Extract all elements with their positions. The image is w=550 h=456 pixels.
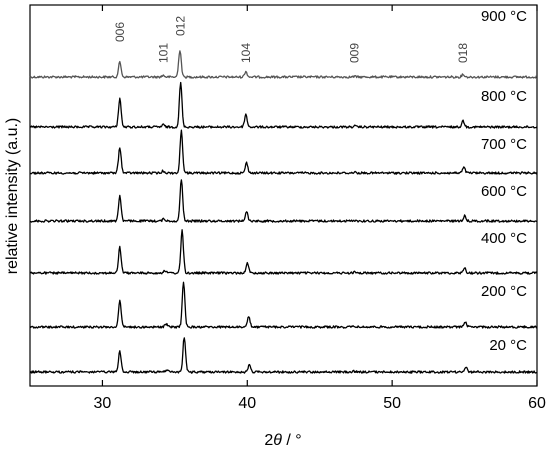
temperature-label: 200 °C — [481, 283, 527, 300]
y-axis-title: relative intensity (a.u.) — [4, 118, 21, 275]
series-trace-400c — [29, 229, 538, 275]
peak-label: 006 — [113, 22, 127, 42]
temperature-label: 800 °C — [481, 88, 527, 105]
traces-layer — [29, 50, 538, 374]
temperature-label: 20 °C — [489, 337, 527, 354]
x-axis-title: 2θ / ° — [264, 432, 301, 449]
series-trace-700c — [29, 129, 538, 175]
peak-label: 104 — [239, 43, 253, 63]
peak-labels-layer: 006 101 012 104 009 018 — [113, 16, 470, 63]
peak-label: 101 — [156, 43, 170, 63]
series-trace-600c — [29, 179, 538, 223]
temperature-label: 600 °C — [481, 183, 527, 200]
series-trace-900c — [29, 50, 537, 79]
series-trace-200c — [29, 281, 538, 329]
peak-label: 009 — [347, 43, 361, 63]
temperature-label: 900 °C — [481, 8, 527, 25]
x-tick-label: 50 — [383, 395, 401, 412]
plot-frame — [29, 4, 538, 387]
temperature-labels-layer: 900 °C 800 °C 700 °C 600 °C 400 °C 200 °C 20 °… — [481, 8, 527, 354]
peak-label: 018 — [456, 43, 470, 63]
x-tick-label: 60 — [528, 395, 546, 412]
x-ticks-layer: 30 40 50 60 — [94, 5, 546, 412]
x-tick-label: 30 — [94, 395, 112, 412]
series-trace-20c — [29, 337, 538, 374]
temperature-label: 400 °C — [481, 230, 527, 247]
x-tick-label: 40 — [238, 395, 256, 412]
temperature-label: 700 °C — [481, 136, 527, 153]
peak-label: 012 — [174, 16, 188, 36]
series-trace-800c — [29, 81, 538, 129]
